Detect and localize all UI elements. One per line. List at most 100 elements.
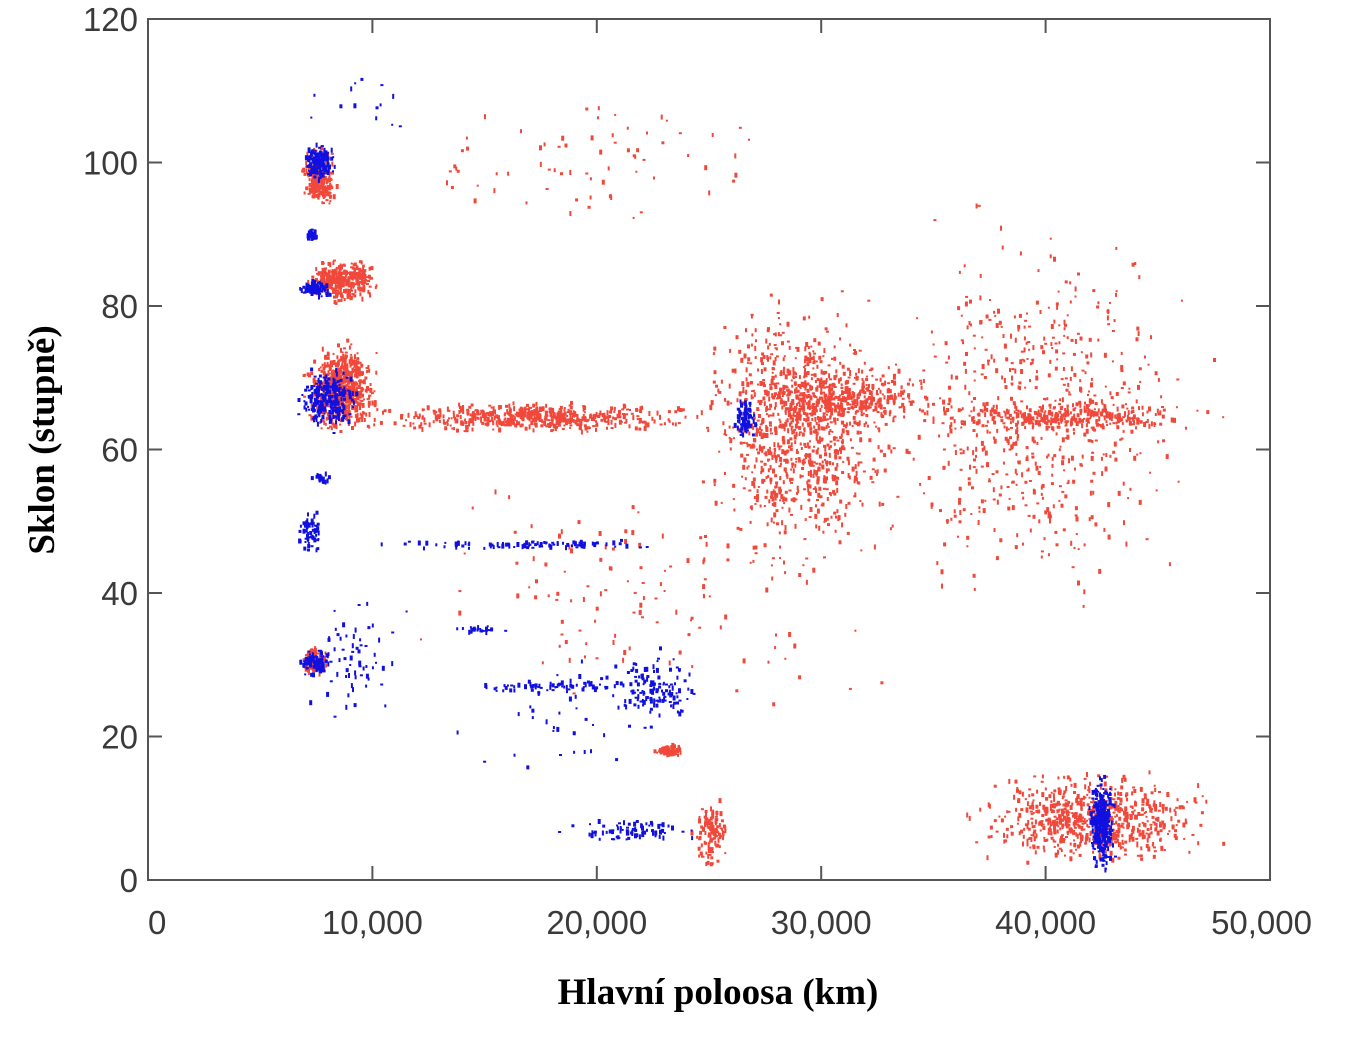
red-point [972,573,976,578]
red-point [1065,825,1069,829]
red-point [841,471,845,474]
red-point [1036,845,1040,849]
red-point [1133,789,1137,793]
red-point [337,283,340,289]
red-point [900,386,903,389]
red-point [781,520,784,526]
red-point [846,394,850,400]
red-point [1008,778,1011,784]
red-point [989,409,992,415]
red-point [1073,842,1077,846]
red-point [345,392,348,396]
red-point [698,854,701,858]
red-point [667,418,670,422]
red-point [837,516,840,522]
red-point [757,399,760,403]
red-point [923,412,926,416]
red-point [1124,853,1127,856]
red-point [350,272,354,278]
red-point [838,540,842,545]
red-point [777,317,780,319]
red-point [354,421,357,427]
red-point [1090,801,1093,804]
red-point [795,372,797,376]
red-point [1052,407,1056,410]
red-point [1126,407,1129,410]
red-point [681,408,685,412]
red-point [345,372,347,375]
red-point [504,423,508,427]
red-point [782,439,786,445]
red-point [1135,337,1139,342]
red-point [768,421,772,425]
red-point [1049,237,1052,240]
red-point [896,495,900,498]
red-point [819,495,823,499]
red-point [550,429,554,433]
red-point [983,376,987,379]
red-point [834,421,837,425]
red-point [1180,805,1184,808]
red-point [847,376,851,379]
red-point [1159,821,1162,824]
red-point [605,420,608,423]
red-point [1006,834,1009,839]
red-point [1078,421,1082,424]
red-point [1036,412,1039,416]
red-point [1064,280,1068,284]
red-point [732,483,736,488]
red-point [456,428,459,433]
red-point [1011,480,1015,484]
red-point [1055,543,1059,547]
red-point [823,348,826,354]
red-point [636,415,640,418]
red-point [1129,448,1131,452]
red-point [769,427,772,432]
red-point [1085,835,1089,840]
red-point [698,836,702,840]
red-point [862,380,865,384]
red-point [1131,810,1135,813]
red-point [773,392,777,396]
red-point [747,344,750,349]
red-point [1005,473,1009,476]
red-point [1103,527,1106,532]
red-point [1145,801,1149,806]
red-point [1047,831,1050,835]
red-point [1141,821,1144,824]
red-point [678,408,682,412]
red-point [851,395,854,399]
red-point [790,442,793,448]
red-point [346,281,349,285]
red-point [613,406,616,411]
red-point [1074,286,1077,292]
red-point [861,404,865,410]
red-point [997,412,1001,416]
red-point [822,381,825,387]
red-point [981,447,984,452]
red-point [1006,408,1009,413]
red-point [863,361,866,365]
red-point [1088,390,1091,393]
red-point [846,411,850,414]
red-point [764,495,768,499]
red-point [704,810,708,813]
red-point [984,404,986,410]
red-point [750,505,753,511]
red-point [439,413,442,418]
red-point [358,280,362,284]
red-point [771,503,774,506]
red-point [421,426,424,432]
red-point [812,402,816,405]
red-point [350,396,354,400]
red-point [767,448,770,452]
red-point [945,519,949,523]
red-point [371,392,374,395]
red-point [847,473,850,478]
red-point [311,155,314,159]
red-point [842,460,845,463]
red-point [1069,805,1073,810]
red-point [953,514,957,518]
red-point [672,752,675,757]
red-point [803,442,807,446]
